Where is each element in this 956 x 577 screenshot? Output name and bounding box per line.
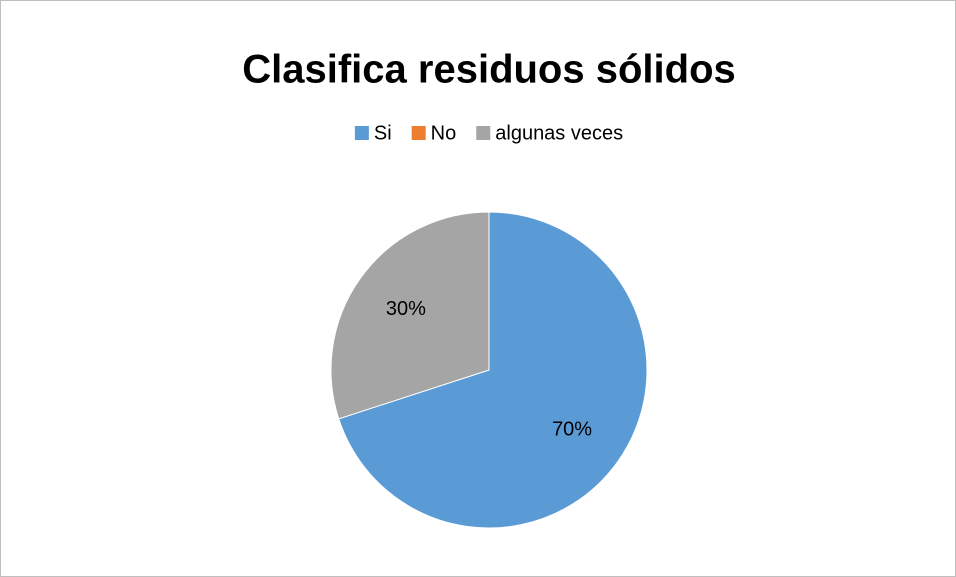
data-label: 30%: [386, 298, 426, 320]
data-label: 70%: [552, 419, 592, 441]
legend-swatch: [411, 126, 426, 140]
pie-slice: [338, 211, 648, 529]
chart-title: Clasifica residuos sólidos: [242, 48, 736, 92]
pie-slice: [330, 211, 490, 420]
legend-swatch: [476, 126, 491, 140]
legend-label: algunas veces: [495, 122, 623, 144]
legend-swatch: [354, 126, 369, 140]
legend-label: Si: [374, 122, 392, 144]
legend-label: No: [431, 122, 457, 144]
